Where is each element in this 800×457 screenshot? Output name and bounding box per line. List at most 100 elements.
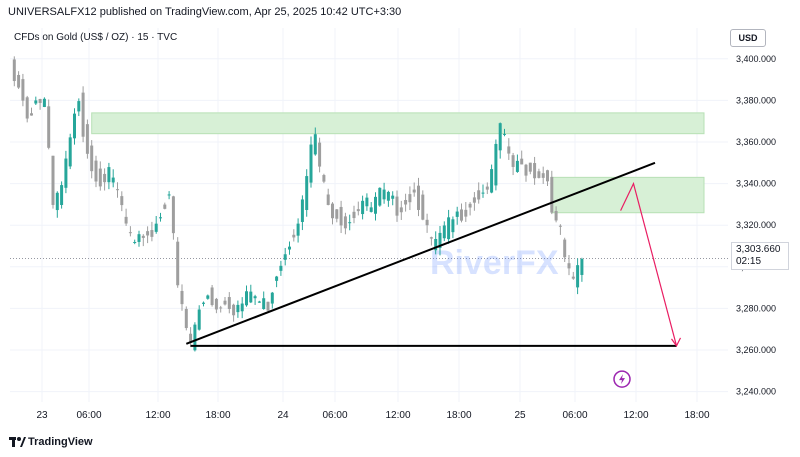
resistance-zone [91,112,705,135]
candle-body [128,232,132,234]
candle-body [305,176,309,210]
candle-body [374,196,377,214]
x-tick-label: 12:00 [145,410,170,421]
candle-body [464,209,468,217]
bolt-glyph [619,374,625,385]
candle-body [331,203,334,219]
candle-body [318,142,322,167]
candle-body [442,225,446,239]
price-chart[interactable]: RiverFX 3,400.000 3,380.000 3,360.000 3,340… [0,24,800,424]
y-tick-label: 3,260.000 [736,345,776,355]
candle-body [146,231,150,236]
candle-body [576,265,580,288]
price-axis: 3,400.000 3,380.000 3,360.000 3,340.000 3,32… [736,54,776,397]
candle-body [335,209,339,219]
candle-body [223,300,227,305]
candle-body [421,194,425,220]
candle-body [326,194,330,205]
candle-body [176,241,180,286]
candle-body [202,302,205,304]
candle-body [210,287,214,306]
candle-body [399,207,403,213]
candle-body [279,265,283,271]
candle-body [322,175,326,182]
candle-body [232,304,236,316]
candle-body [171,196,175,234]
candle-body [490,169,494,193]
candle-body [382,189,386,200]
chart-footer: TradingView [0,424,800,457]
candle-body [38,99,42,103]
candle-body [60,185,64,205]
candle-body [184,308,188,329]
candle-body [546,170,549,182]
candle-body [567,263,571,269]
candle-body [73,113,76,139]
candle-body [103,173,107,183]
candle-body [520,158,524,165]
candle-body [180,290,184,305]
candle-body [137,234,141,242]
candle-body [193,324,197,351]
candle-body [365,197,369,207]
candle-body [154,223,158,232]
candle-body [141,235,145,238]
candle-body [111,177,115,183]
tradingview-brand[interactable]: TradingView [28,436,93,448]
candle-body [270,292,274,304]
candle-body [124,216,128,224]
candle-body [266,301,270,311]
candle-body [417,185,420,210]
candle-body [300,199,304,222]
candle-body [197,309,201,330]
x-tick-label: 23 [36,410,48,421]
candle-body [81,92,85,137]
candle-body [451,219,455,233]
candle-body [133,241,137,243]
watermark-text: RiverFX [430,244,559,282]
candle-body [494,143,498,186]
candle-body [262,298,266,310]
candle-body [283,254,287,260]
candle-body [507,146,511,154]
candle-body [339,206,343,226]
candle-body [68,137,72,167]
candle-body [313,134,317,155]
candle-body [412,189,416,193]
candle-body [343,216,347,229]
candle-body [120,196,124,206]
candle-body [528,162,532,172]
candle-body [460,209,463,221]
candle-body [481,192,485,194]
candle-body [524,164,528,176]
candle-body [249,291,253,303]
time-axis: 23 06:00 12:00 18:00 24 06:00 12:00 18:00 25 06:0… [36,410,710,421]
candle-body [438,232,442,248]
x-tick-label: 18:00 [684,410,709,421]
candle-body [554,210,558,221]
chart-area[interactable]: RiverFX 3,400.000 3,380.000 3,360.000 3,340… [0,24,800,424]
candle-body [511,155,515,167]
candle-body [468,203,472,208]
candle-body [429,237,433,239]
candle-body [257,301,261,303]
candle-body [55,192,59,211]
candle-body [189,333,193,343]
symbol-title[interactable]: CFDs on Gold (US$ / OZ) · 15 · TVC [14,32,178,43]
candle-body [369,207,373,212]
candle-body [236,304,240,313]
candle-body [245,291,248,306]
candle-body [348,222,352,224]
candle-body [550,176,554,213]
tradingview-logo-icon[interactable] [9,436,26,448]
x-tick-label: 25 [514,410,526,421]
resistance-zones [91,112,705,214]
candle-body [434,238,438,251]
y-tick-label: 3,240.000 [736,387,776,397]
candle-body [533,163,537,179]
candle-body [498,123,502,151]
candle-body [47,106,51,148]
candle-body [391,195,395,199]
currency-selector[interactable]: USD [730,29,766,47]
candle-body [30,113,33,116]
